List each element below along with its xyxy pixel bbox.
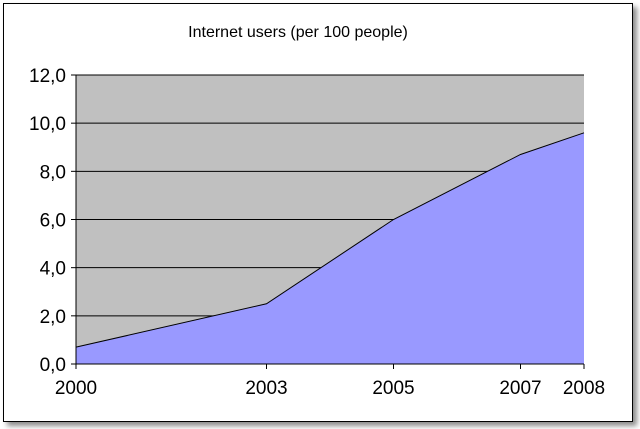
y-tick-label: 4,0 (40, 259, 66, 280)
x-tick-label: 2003 (245, 378, 287, 399)
y-tick-label: 6,0 (40, 211, 66, 232)
area-series (76, 132, 584, 364)
series-line (75, 132, 585, 348)
x-tick-label: 2000 (55, 378, 97, 399)
y-tick-label: 12,0 (29, 66, 66, 87)
y-tick-label: 2,0 (40, 307, 66, 328)
y-tick-label: 8,0 (40, 162, 66, 183)
chart-title: Internet users (per 100 people) (188, 24, 408, 41)
y-tick-label: 10,0 (29, 114, 66, 135)
plot-area (75, 74, 585, 364)
x-tick-label: 2007 (499, 378, 541, 399)
x-tick-label: 2008 (563, 378, 605, 399)
y-tick-label: 0,0 (40, 355, 66, 376)
x-tick-label: 2005 (372, 378, 414, 399)
axes: 0,0 2,0 4,0 6,0 8,0 10,0 12,0 2000 2003 2005 2007 2… (29, 66, 605, 399)
